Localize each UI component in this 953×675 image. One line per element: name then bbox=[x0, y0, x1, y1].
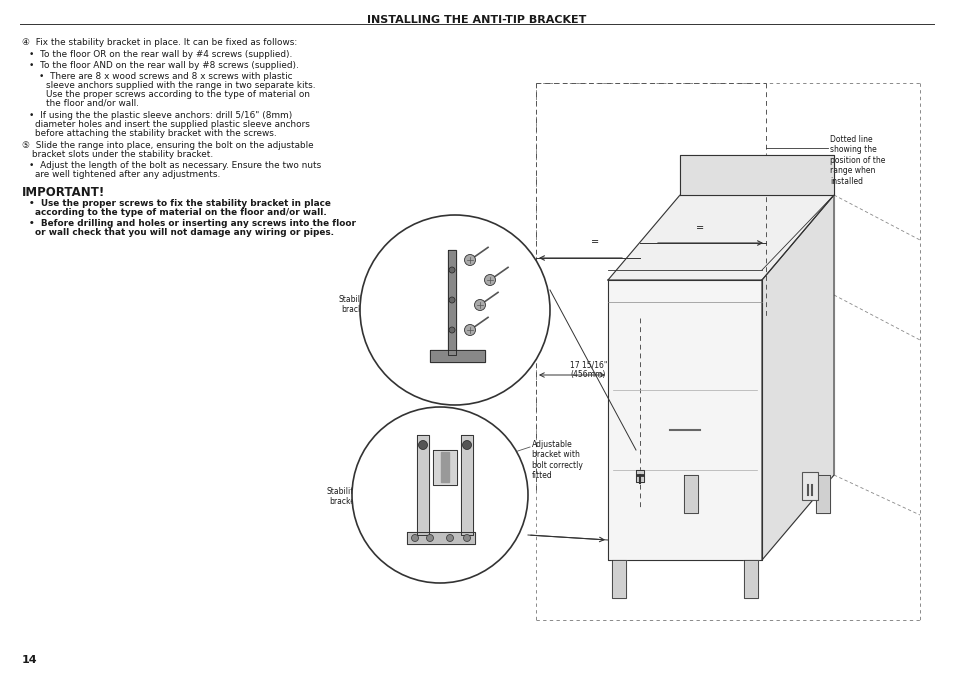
Circle shape bbox=[464, 325, 475, 335]
Polygon shape bbox=[607, 195, 833, 280]
Text: INSTALLING THE ANTI-TIP BRACKET: INSTALLING THE ANTI-TIP BRACKET bbox=[367, 15, 586, 25]
Polygon shape bbox=[448, 250, 456, 355]
Text: Use the proper screws according to the type of material on: Use the proper screws according to the t… bbox=[46, 90, 310, 99]
Polygon shape bbox=[430, 350, 484, 362]
Circle shape bbox=[352, 407, 527, 583]
Text: or wall check that you will not damage any wiring or pipes.: or wall check that you will not damage a… bbox=[35, 228, 334, 237]
FancyBboxPatch shape bbox=[801, 472, 817, 500]
Polygon shape bbox=[679, 155, 833, 195]
Text: •  To the floor OR on the rear wall by #4 screws (supplied).: • To the floor OR on the rear wall by #4… bbox=[29, 50, 292, 59]
Text: Stability
bracket: Stability bracket bbox=[326, 487, 357, 506]
Text: Adjustable
bracket with
bolt correctly
fitted: Adjustable bracket with bolt correctly f… bbox=[532, 440, 582, 480]
Text: •  Adjust the length of the bolt as necessary. Ensure the two nuts: • Adjust the length of the bolt as neces… bbox=[29, 161, 321, 170]
Polygon shape bbox=[679, 195, 833, 475]
Text: bracket slots under the stability bracket.: bracket slots under the stability bracke… bbox=[32, 150, 213, 159]
Polygon shape bbox=[636, 470, 643, 482]
Text: ⑤  Slide the range into place, ensuring the bolt on the adjustable: ⑤ Slide the range into place, ensuring t… bbox=[22, 141, 314, 150]
Text: sleeve anchors supplied with the range in two separate kits.: sleeve anchors supplied with the range i… bbox=[46, 81, 315, 90]
Circle shape bbox=[426, 535, 433, 541]
Circle shape bbox=[462, 441, 471, 450]
Text: are well tightened after any adjustments.: are well tightened after any adjustments… bbox=[35, 170, 220, 179]
Text: IMPORTANT!: IMPORTANT! bbox=[22, 186, 105, 199]
Circle shape bbox=[464, 254, 475, 265]
Polygon shape bbox=[683, 475, 698, 513]
Circle shape bbox=[446, 535, 453, 541]
Circle shape bbox=[359, 215, 550, 405]
Text: =: = bbox=[590, 237, 598, 247]
Polygon shape bbox=[607, 280, 761, 560]
Text: 14: 14 bbox=[22, 655, 37, 665]
Polygon shape bbox=[815, 475, 829, 513]
Text: according to the type of material on the floor and/or wall.: according to the type of material on the… bbox=[35, 208, 327, 217]
Polygon shape bbox=[416, 435, 429, 535]
Polygon shape bbox=[407, 532, 475, 544]
Circle shape bbox=[463, 535, 470, 541]
Text: •  If using the the plastic sleeve anchors: drill 5/16" (8mm): • If using the the plastic sleeve anchor… bbox=[29, 111, 292, 120]
Text: •  To the floor AND on the rear wall by #8 screws (supplied).: • To the floor AND on the rear wall by #… bbox=[29, 61, 298, 70]
Circle shape bbox=[449, 327, 455, 333]
Text: 17 15/16"
(456mm): 17 15/16" (456mm) bbox=[569, 360, 607, 379]
Text: •  There are 8 x wood screws and 8 x screws with plastic: • There are 8 x wood screws and 8 x scre… bbox=[39, 72, 293, 81]
Polygon shape bbox=[761, 195, 833, 560]
Polygon shape bbox=[440, 452, 449, 482]
Circle shape bbox=[449, 267, 455, 273]
Polygon shape bbox=[743, 560, 758, 598]
Text: Stability
bracket: Stability bracket bbox=[337, 295, 370, 315]
Text: •  Use the proper screws to fix the stability bracket in place: • Use the proper screws to fix the stabi… bbox=[29, 199, 331, 208]
Text: •  Before drilling and holes or inserting any screws into the floor: • Before drilling and holes or inserting… bbox=[29, 219, 355, 228]
Polygon shape bbox=[433, 450, 456, 485]
Text: ④  Fix the stability bracket in place. It can be fixed as follows:: ④ Fix the stability bracket in place. It… bbox=[22, 38, 297, 47]
Text: Dotted line
showing the
position of the
range when
installed: Dotted line showing the position of the … bbox=[829, 135, 884, 186]
Circle shape bbox=[474, 300, 485, 310]
Circle shape bbox=[484, 275, 495, 286]
Text: diameter holes and insert the supplied plastic sleeve anchors: diameter holes and insert the supplied p… bbox=[35, 120, 310, 129]
Polygon shape bbox=[460, 435, 473, 535]
Circle shape bbox=[418, 441, 427, 450]
Polygon shape bbox=[612, 560, 625, 598]
Circle shape bbox=[411, 535, 418, 541]
Text: the floor and/or wall.: the floor and/or wall. bbox=[46, 99, 139, 108]
Circle shape bbox=[449, 297, 455, 303]
Text: =: = bbox=[695, 223, 703, 233]
Text: before attaching the stability bracket with the screws.: before attaching the stability bracket w… bbox=[35, 129, 276, 138]
